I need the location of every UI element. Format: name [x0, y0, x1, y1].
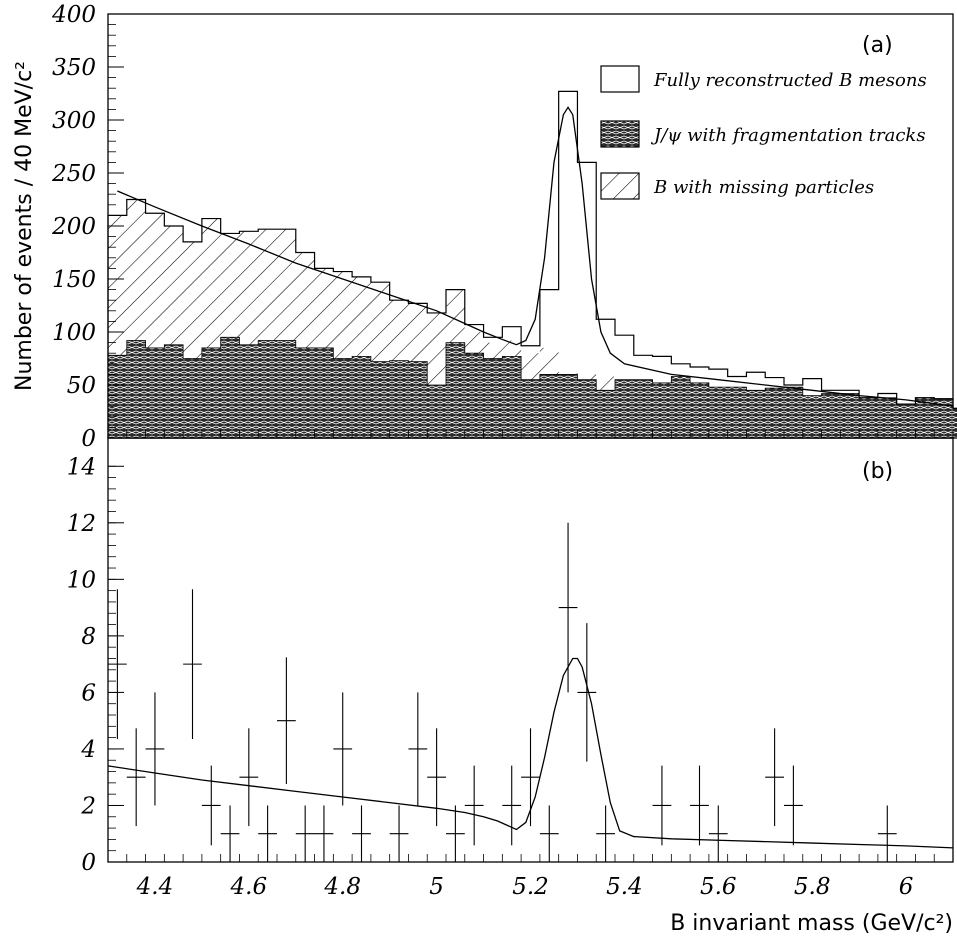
panel-b-y-tick-label: 4 — [80, 737, 96, 763]
data-point — [446, 805, 465, 862]
data-point — [126, 728, 146, 827]
data-point — [108, 589, 127, 740]
panel-a-y-tick-label: 150 — [52, 267, 96, 293]
panel-a-y-tick-label: 200 — [51, 214, 96, 240]
data-point — [652, 765, 672, 846]
legend-swatch-open — [600, 65, 640, 93]
panel-b-y-tick-label: 8 — [81, 624, 96, 650]
data-point — [577, 623, 597, 762]
panel-a-y-tick-label: 0 — [81, 426, 96, 452]
data-point — [708, 805, 728, 862]
data-point — [145, 692, 165, 806]
legend-label-diagonal: B with missing particles — [653, 177, 874, 198]
data-point — [596, 805, 615, 862]
data-point — [314, 805, 334, 862]
data-point — [539, 805, 559, 862]
data-point — [333, 692, 353, 806]
data-point — [183, 589, 202, 740]
legend-swatch-diagonal — [600, 172, 640, 200]
panel-a-y-tick-label: 50 — [67, 373, 96, 399]
panel-a-y-tick-label: 250 — [51, 161, 96, 187]
legend-label-crosshatch: J/ψ with fragmentation tracks — [650, 125, 926, 146]
data-point — [558, 522, 578, 693]
panel-b-data-points — [108, 522, 897, 862]
data-point — [502, 765, 522, 846]
panel-b-x-tick-label: 6 — [899, 874, 914, 900]
panel-a-fit-curve — [117, 106, 954, 407]
data-point — [784, 765, 803, 846]
legend-label-open: Fully reconstructed B mesons — [653, 70, 927, 91]
y-axis-title: Number of events / 40 MeV/c² — [12, 61, 37, 391]
data-point — [220, 805, 240, 862]
data-point — [239, 728, 259, 827]
panel-a: 0 50 100 150 200 250 300 350 400 (a) Fully recon… — [12, 2, 957, 452]
data-point — [765, 728, 784, 827]
x-axis-title: B invariant mass (GeV/c²) — [670, 911, 953, 936]
panel-b: 0 2 4 6 8 10 12 14 4.4 4.6 4.8 5 5.2 5.4 5.6 5.8 6 (b) B… — [67, 437, 954, 936]
panel-b-y-tick-label: 6 — [81, 680, 96, 706]
panel-b-y-tick-label: 12 — [67, 511, 96, 537]
panel-b-label: (b) — [862, 459, 893, 484]
panel-b-x-tick-label: 5.2 — [512, 874, 549, 900]
legend: Fully reconstructed B mesons J/ψ with fr… — [600, 65, 927, 200]
panel-b-y-tick-label: 14 — [67, 454, 96, 480]
panel-a-y-tick-label: 300 — [52, 108, 96, 134]
panel-b-y-tick-label: 0 — [81, 850, 96, 876]
panel-b-y-tick-label: 2 — [80, 793, 96, 819]
data-point — [389, 805, 409, 862]
panel-b-x-tick-label: 5.8 — [794, 874, 831, 900]
data-point — [295, 805, 315, 862]
panel-b-frame — [107, 437, 954, 863]
fully-reconstructed-bars — [107, 90, 957, 439]
data-point — [408, 692, 428, 806]
panel-a-y-tick-label: 100 — [52, 320, 96, 346]
data-point — [877, 805, 897, 862]
panel-b-x-tick-label: 5 — [429, 874, 444, 900]
panel-a-label: (a) — [862, 33, 893, 58]
jpsi-fragmentation-histogram — [107, 336, 957, 439]
panel-a-axes: 0 50 100 150 200 250 300 350 400 — [51, 2, 954, 452]
data-point — [690, 765, 709, 846]
panel-b-x-tick-label: 4.6 — [230, 874, 268, 900]
data-point — [258, 805, 277, 862]
data-point — [277, 657, 296, 784]
panel-a-y-tick-label: 350 — [52, 55, 96, 81]
jpsi-fragmentation-bars — [107, 336, 957, 439]
panel-b-y-tick-label: 10 — [67, 567, 96, 593]
data-point — [464, 765, 484, 846]
data-point — [427, 728, 446, 827]
fully-reconstructed-histogram — [107, 90, 957, 439]
panel-b-x-tick-label: 4.4 — [136, 874, 174, 900]
panel-b-x-tick-label: 5.6 — [700, 874, 737, 900]
panel-b-axes: 0 2 4 6 8 10 12 14 4.4 4.6 4.8 5 5.2 5.4 5.6 5.8 6 — [67, 454, 954, 900]
panel-b-x-tick-label: 4.8 — [323, 874, 361, 900]
panel-b-x-tick-label: 5.4 — [606, 874, 643, 900]
panel-b-fit-curve — [107, 657, 954, 849]
data-point — [352, 805, 371, 862]
legend-swatch-crosshatch — [600, 120, 640, 148]
panel-a-y-tick-label: 400 — [51, 2, 96, 28]
data-point — [201, 765, 221, 846]
